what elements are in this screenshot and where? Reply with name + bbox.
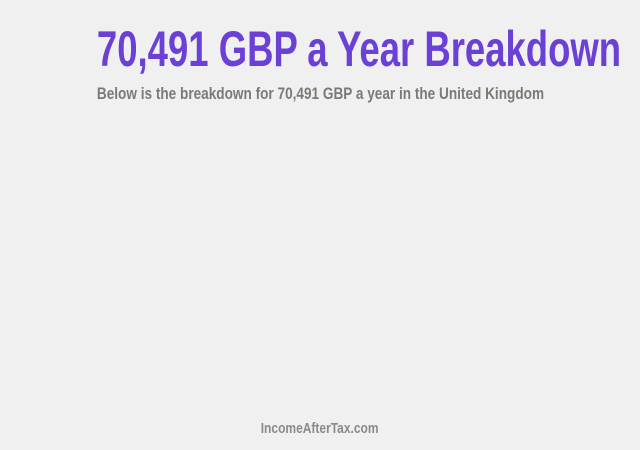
page-title: 70,491 GBP a Year Breakdown: [96, 21, 622, 77]
page-subtitle-wrap: Below is the breakdown for 70,491 GBP a …: [0, 84, 640, 104]
page-title-wrap: 70,491 GBP a Year Breakdown: [0, 20, 640, 78]
page-subtitle: Below is the breakdown for 70,491 GBP a …: [96, 84, 544, 103]
footer: IncomeAfterTax.com: [0, 420, 640, 438]
footer-site-link[interactable]: IncomeAfterTax.com: [261, 420, 379, 437]
